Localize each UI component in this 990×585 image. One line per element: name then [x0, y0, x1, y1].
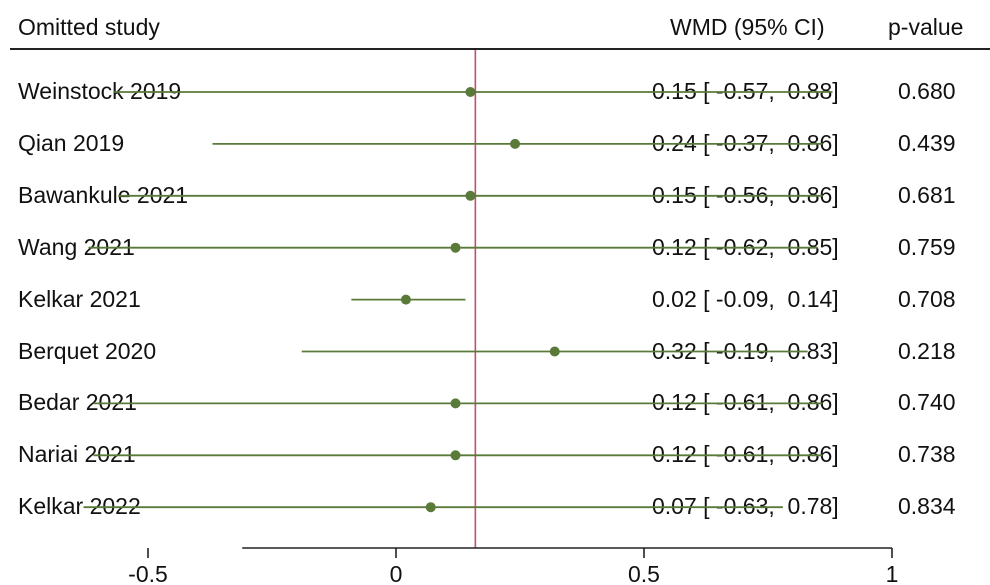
p-value: 0.439: [898, 129, 956, 156]
point-estimate: [425, 502, 436, 513]
x-tick-label: 0.5: [628, 561, 660, 585]
point-estimate: [465, 190, 476, 201]
wmd-ci-value: 0.12 [ -0.61, 0.86]: [652, 389, 839, 416]
point-estimate: [549, 346, 560, 357]
study-label: Wang 2021: [18, 233, 135, 260]
study-label: Kelkar 2022: [18, 493, 141, 520]
p-value: 0.218: [898, 337, 956, 364]
point-estimate: [450, 398, 461, 409]
study-label: Weinstock 2019: [18, 78, 182, 104]
study-label: Bawankule 2021: [18, 181, 189, 208]
point-estimate: [450, 242, 461, 253]
wmd-ci-value: 0.15 [ -0.57, 0.88]: [652, 78, 839, 104]
wmd-ci-value: 0.12 [ -0.62, 0.85]: [652, 233, 839, 260]
x-tick-label: 0: [390, 561, 403, 585]
study-label: Qian 2019: [18, 129, 125, 156]
p-value: 0.708: [898, 285, 956, 312]
point-estimate: [465, 87, 476, 97]
wmd-ci-value: 0.15 [ -0.56, 0.86]: [652, 181, 839, 208]
header-omitted-study: Omitted study: [18, 14, 160, 40]
p-value: 0.834: [898, 493, 956, 520]
header-p-value: p-value: [888, 14, 964, 40]
x-tick-label: -0.5: [128, 561, 168, 585]
p-value: 0.740: [898, 389, 956, 416]
wmd-ci-value: 0.24 [ -0.37, 0.86]: [652, 129, 839, 156]
p-value: 0.681: [898, 181, 956, 208]
point-estimate: [450, 450, 461, 461]
header-rule: [10, 48, 990, 50]
wmd-ci-value: 0.07 [ -0.63, 0.78]: [652, 493, 839, 520]
point-estimate: [400, 294, 411, 305]
wmd-ci-value: 0.02 [ -0.09, 0.14]: [652, 285, 839, 312]
x-tick-label: 1: [886, 561, 899, 585]
p-value: 0.738: [898, 441, 956, 468]
study-label: Nariai 2021: [18, 441, 136, 468]
wmd-ci-value: 0.32 [ -0.19, 0.83]: [652, 337, 839, 364]
study-label: Bedar 2021: [18, 389, 137, 416]
header-wmd-ci: WMD (95% CI): [670, 14, 825, 40]
p-value: 0.680: [898, 78, 956, 104]
wmd-ci-value: 0.12 [ -0.61, 0.86]: [652, 441, 839, 468]
p-value: 0.759: [898, 233, 956, 260]
point-estimate: [510, 138, 521, 149]
study-label: Berquet 2020: [18, 337, 157, 364]
study-label: Kelkar 2021: [18, 285, 141, 312]
